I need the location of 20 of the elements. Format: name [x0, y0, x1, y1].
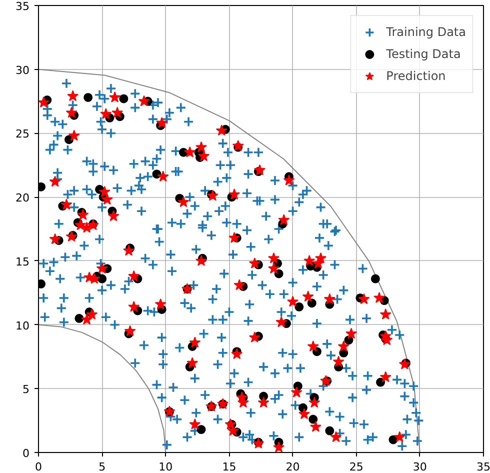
- legend-label: Testing Data: [386, 47, 461, 61]
- y-tick-label: 10: [16, 319, 30, 332]
- y-tick-label: 0: [22, 447, 30, 460]
- x-tick-label: 35: [476, 460, 490, 473]
- legend-label: Prediction: [386, 69, 446, 83]
- y-tick-label: 5: [22, 383, 30, 396]
- x-tick-label: 15: [222, 460, 236, 473]
- x-tick-label: 30: [412, 460, 427, 473]
- x-tick-label: 0: [35, 460, 42, 473]
- y-tick-label: 30: [16, 64, 30, 77]
- x-tick-label: 25: [349, 460, 364, 473]
- x-tick-label: 10: [158, 460, 173, 473]
- x-tick-label: 20: [286, 460, 300, 473]
- x-tick-label: 5: [98, 460, 106, 473]
- y-tick-label: 15: [16, 255, 30, 268]
- line-series: [38, 324, 166, 452]
- legend-label: Training Data: [386, 25, 466, 39]
- y-tick-label: 35: [16, 0, 30, 13]
- y-tick-label: 25: [16, 128, 30, 141]
- y-tick-label: 20: [16, 192, 30, 205]
